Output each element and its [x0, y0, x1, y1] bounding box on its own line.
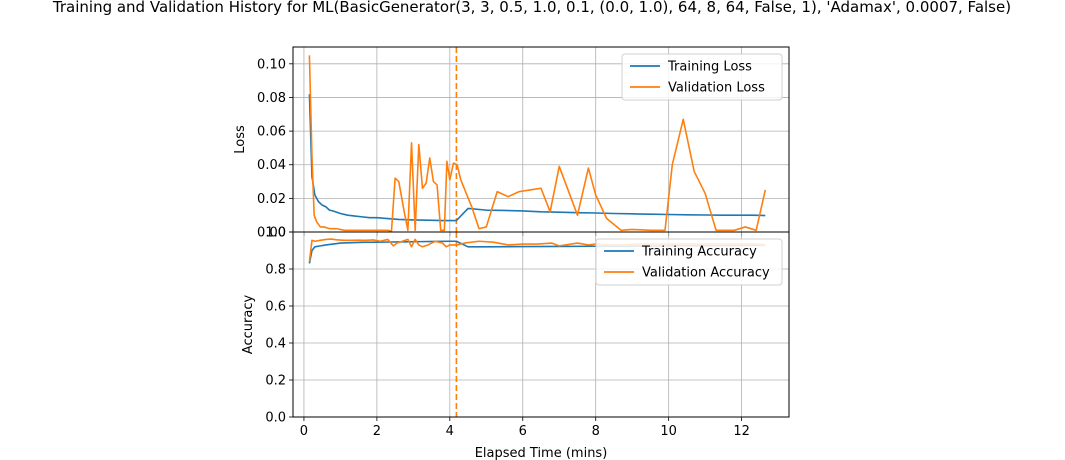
validation-accuracy-legend-label: Validation Accuracy: [642, 266, 770, 281]
chart-title: Training and Validation History for ML(B…: [52, 0, 1011, 16]
accuracy-ytick-label-2: 0.4: [265, 337, 286, 352]
accuracy-legend: Training Accuracy Validation Accuracy: [595, 238, 783, 286]
loss-ytick-label-1: 0.02: [257, 192, 286, 207]
loss-lines: [308, 55, 767, 232]
validation-loss-line: [308, 55, 767, 232]
loss-ytick-label-0: 0.00: [257, 226, 286, 241]
accuracy-ytick-label-4: 0.8: [265, 263, 286, 278]
loss-panel: 0.00 0.02 0.04 0.06 0.08 0.10 Loss Training L…: [233, 46, 790, 241]
accuracy-axes-frame: [292, 231, 790, 418]
accuracy-xtick-label-2: 2: [373, 424, 381, 439]
accuracy-ticks: 0.0 0.2 0.4 0.6 0.8 1.0 0 2 4 6 8 10 12: [265, 226, 750, 440]
accuracy-xtick-label-4: 4: [446, 424, 454, 439]
accuracy-legend-box: [595, 238, 783, 286]
training-loss-legend-label: Training Loss: [667, 60, 752, 75]
accuracy-ytick-label-5: 1.0: [265, 226, 286, 241]
loss-ytick-label-5: 0.10: [257, 57, 286, 72]
training-loss-line: [308, 94, 766, 222]
loss-ytick-label-2: 0.04: [257, 158, 286, 173]
loss-ytick-label-4: 0.08: [257, 91, 286, 106]
accuracy-ytick-label-0: 0.0: [265, 411, 286, 426]
loss-legend: Training Loss Validation Loss: [621, 53, 783, 101]
accuracy-y-axis-label: Accuracy: [241, 295, 256, 355]
accuracy-ytick-label-3: 0.6: [265, 300, 286, 315]
loss-y-axis-label: Loss: [233, 125, 248, 154]
accuracy-xtick-label-6: 6: [519, 424, 527, 439]
x-axis-label: Elapsed Time (mins): [475, 446, 608, 460]
accuracy-xtick-label-8: 8: [592, 424, 600, 439]
loss-ticks: 0.00 0.02 0.04 0.06 0.08 0.10: [257, 57, 742, 241]
loss-legend-box: [621, 53, 783, 101]
accuracy-ytick-label-1: 0.2: [265, 374, 286, 389]
loss-ytick-label-3: 0.06: [257, 125, 286, 140]
validation-loss-legend-label: Validation Loss: [668, 81, 765, 96]
accuracy-xtick-label-10: 10: [660, 424, 677, 439]
accuracy-xtick-label-0: 0: [300, 424, 308, 439]
accuracy-panel: 0.0 0.2 0.4 0.6 0.8 1.0 0 2 4 6 8 10 12 Accuracy Ela…: [241, 226, 790, 460]
training-accuracy-legend-label: Training Accuracy: [641, 245, 757, 260]
accuracy-xtick-label-12: 12: [733, 424, 750, 439]
